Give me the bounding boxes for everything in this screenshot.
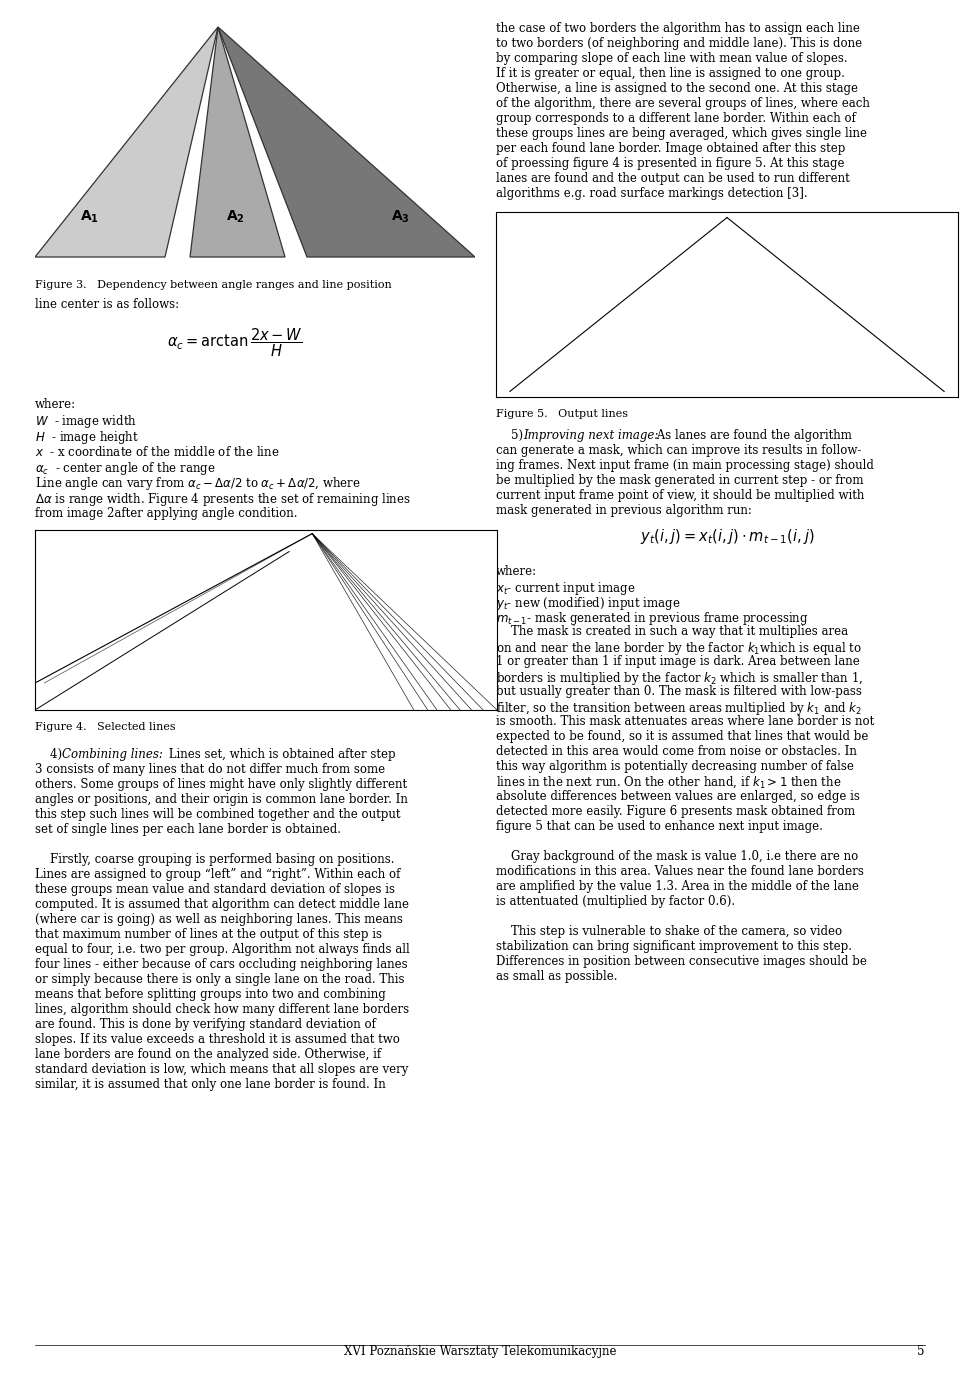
Text: $x_t$- current input image: $x_t$- current input image (496, 579, 636, 597)
Text: $\mathbf{A_1}$: $\mathbf{A_1}$ (81, 209, 100, 225)
Text: $y_t(i,j) = x_t(i,j) \cdot m_{t-1}(i,j)$: $y_t(i,j) = x_t(i,j) \cdot m_{t-1}(i,j)$ (639, 527, 814, 546)
Text: is attentuated (multiplied by factor 0.6).: is attentuated (multiplied by factor 0.6… (496, 895, 735, 909)
Polygon shape (218, 28, 475, 257)
Text: but usually greater than 0. The mask is filtered with low-pass: but usually greater than 0. The mask is … (496, 685, 862, 698)
Text: current input frame point of view, it should be multiplied with: current input frame point of view, it sh… (496, 490, 864, 502)
Text: where:: where: (496, 566, 538, 578)
Text: means that before splitting groups into two and combining: means that before splitting groups into … (35, 987, 386, 1001)
Text: (where car is going) as well as neighboring lanes. This means: (where car is going) as well as neighbor… (35, 913, 403, 927)
Text: on and near the lane border by the factor $k_1$which is equal to: on and near the lane border by the facto… (496, 640, 862, 657)
Text: from image 2after applying angle condition.: from image 2after applying angle conditi… (35, 506, 298, 520)
Text: detected more easily. Figure 6 presents mask obtained from: detected more easily. Figure 6 presents … (496, 805, 855, 817)
Text: $\alpha_c = \arctan\dfrac{2x - W}{H}$: $\alpha_c = \arctan\dfrac{2x - W}{H}$ (167, 326, 303, 358)
Text: $y_t$- new (modified) input image: $y_t$- new (modified) input image (496, 595, 681, 613)
Text: Firstly, coarse grouping is performed basing on positions.: Firstly, coarse grouping is performed ba… (35, 853, 395, 866)
Text: set of single lines per each lane border is obtained.: set of single lines per each lane border… (35, 823, 341, 835)
Text: can generate a mask, which can improve its results in follow-: can generate a mask, which can improve i… (496, 444, 861, 456)
Text: lines in the next run. On the other hand, if $k_1 > 1$ then the: lines in the next run. On the other hand… (496, 774, 842, 791)
Text: lanes are found and the output can be used to run different: lanes are found and the output can be us… (496, 171, 850, 185)
Text: modifications in this area. Values near the found lane borders: modifications in this area. Values near … (496, 864, 864, 878)
Text: $\Delta\alpha$ is range width. Figure 4 presents the set of remaining lines: $\Delta\alpha$ is range width. Figure 4 … (35, 491, 411, 508)
Text: algorithms e.g. road surface markings detection [3].: algorithms e.g. road surface markings de… (496, 187, 807, 201)
Text: absolute differences between values are enlarged, so edge is: absolute differences between values are … (496, 790, 860, 804)
Text: of the algorithm, there are several groups of lines, where each: of the algorithm, there are several grou… (496, 97, 870, 111)
Polygon shape (35, 28, 218, 257)
Text: $\mathbf{A_2}$: $\mathbf{A_2}$ (226, 209, 245, 225)
Text: Improving next image:: Improving next image: (523, 429, 659, 443)
Text: slopes. If its value exceeds a threshold it is assumed that two: slopes. If its value exceeds a threshold… (35, 1033, 400, 1046)
Text: filter, so the transition between areas multiplied by $k_1$ and $k_2$: filter, so the transition between areas … (496, 700, 862, 716)
Text: the case of two borders the algorithm has to assign each line: the case of two borders the algorithm ha… (496, 22, 860, 35)
Text: borders is multiplied by the factor $k_2$ which is smaller than 1,: borders is multiplied by the factor $k_2… (496, 669, 863, 687)
Text: Combining lines:: Combining lines: (62, 748, 163, 761)
Text: similar, it is assumed that only one lane border is found. In: similar, it is assumed that only one lan… (35, 1077, 386, 1091)
Text: 4): 4) (35, 748, 66, 761)
Polygon shape (190, 28, 285, 257)
Text: expected to be found, so it is assumed that lines that would be: expected to be found, so it is assumed t… (496, 730, 869, 743)
Text: detected in this area would come from noise or obstacles. In: detected in this area would come from no… (496, 745, 857, 758)
Text: computed. It is assumed that algorithm can detect middle lane: computed. It is assumed that algorithm c… (35, 898, 409, 911)
Text: figure 5 that can be used to enhance next input image.: figure 5 that can be used to enhance nex… (496, 820, 823, 833)
Text: Figure 4.   Selected lines: Figure 4. Selected lines (35, 722, 176, 732)
Text: mask generated in previous algorithm run:: mask generated in previous algorithm run… (496, 503, 752, 517)
Text: line center is as follows:: line center is as follows: (35, 297, 180, 311)
Text: ing frames. Next input frame (in main processing stage) should: ing frames. Next input frame (in main pr… (496, 459, 874, 472)
Text: Line angle can vary from $\alpha_c - \Delta\alpha/2$ to $\alpha_c + \Delta\alpha: Line angle can vary from $\alpha_c - \De… (35, 476, 361, 492)
Text: these groups mean value and standard deviation of slopes is: these groups mean value and standard dev… (35, 882, 395, 896)
Text: is smooth. This mask attenuates areas where lane border is not: is smooth. This mask attenuates areas wh… (496, 715, 875, 727)
Text: of proessing figure 4 is presented in figure 5. At this stage: of proessing figure 4 is presented in fi… (496, 158, 845, 170)
Text: Lines are assigned to group “left” and “right”. Within each of: Lines are assigned to group “left” and “… (35, 869, 400, 881)
Text: stabilization can bring significant improvement to this step.: stabilization can bring significant impr… (496, 940, 852, 953)
Text: by comparing slope of each line with mean value of slopes.: by comparing slope of each line with mea… (496, 53, 848, 65)
Text: $m_{t-1}$- mask generated in previous frame processing: $m_{t-1}$- mask generated in previous fr… (496, 610, 808, 626)
Text: are found. This is done by verifying standard deviation of: are found. This is done by verifying sta… (35, 1018, 376, 1030)
Text: If it is greater or equal, then line is assigned to one group.: If it is greater or equal, then line is … (496, 66, 845, 80)
Text: are amplified by the value 1.3. Area in the middle of the lane: are amplified by the value 1.3. Area in … (496, 880, 859, 893)
Text: 5): 5) (496, 429, 527, 443)
Text: others. Some groups of lines might have only slightly different: others. Some groups of lines might have … (35, 779, 407, 791)
Text: As lanes are found the algorithm: As lanes are found the algorithm (653, 429, 852, 443)
Text: angles or positions, and their origin is common lane border. In: angles or positions, and their origin is… (35, 792, 408, 806)
Text: $\alpha_c$  - center angle of the range: $\alpha_c$ - center angle of the range (35, 461, 216, 477)
Text: be multiplied by the mask generated in current step - or from: be multiplied by the mask generated in c… (496, 474, 863, 487)
Text: four lines - either because of cars occluding neighboring lanes: four lines - either because of cars occl… (35, 958, 408, 971)
Text: Figure 3.   Dependency between angle ranges and line position: Figure 3. Dependency between angle range… (35, 279, 392, 290)
Text: $H$  - image height: $H$ - image height (35, 429, 139, 445)
Text: 3 consists of many lines that do not differ much from some: 3 consists of many lines that do not dif… (35, 763, 385, 776)
Text: XVI Poznańskie Warsztaty Telekomunikacyjne: XVI Poznańskie Warsztaty Telekomunikacyj… (344, 1346, 616, 1358)
Text: The mask is created in such a way that it multiplies area: The mask is created in such a way that i… (496, 625, 848, 638)
Text: to two borders (of neighboring and middle lane). This is done: to two borders (of neighboring and middl… (496, 37, 862, 50)
Text: these groups lines are being averaged, which gives single line: these groups lines are being averaged, w… (496, 127, 867, 140)
Text: this step such lines will be combined together and the output: this step such lines will be combined to… (35, 808, 400, 822)
Text: $\mathbf{A_3}$: $\mathbf{A_3}$ (391, 209, 409, 225)
Text: Otherwise, a line is assigned to the second one. At this stage: Otherwise, a line is assigned to the sec… (496, 82, 858, 95)
Text: this way algorithm is potentially decreasing number of false: this way algorithm is potentially decrea… (496, 761, 853, 773)
Text: 5: 5 (918, 1346, 925, 1358)
Text: that maximum number of lines at the output of this step is: that maximum number of lines at the outp… (35, 928, 382, 940)
Text: $W$  - image width: $W$ - image width (35, 414, 137, 430)
Text: Gray background of the mask is value 1.0, i.e there are no: Gray background of the mask is value 1.0… (496, 851, 858, 863)
Text: or simply because there is only a single lane on the road. This: or simply because there is only a single… (35, 974, 404, 986)
Text: Figure 5.   Output lines: Figure 5. Output lines (496, 409, 628, 419)
Text: group corresponds to a different lane border. Within each of: group corresponds to a different lane bo… (496, 112, 856, 124)
Text: where:: where: (35, 398, 76, 411)
Text: Differences in position between consecutive images should be: Differences in position between consecut… (496, 956, 867, 968)
Text: Lines set, which is obtained after step: Lines set, which is obtained after step (165, 748, 396, 761)
Text: lines, algorithm should check how many different lane borders: lines, algorithm should check how many d… (35, 1003, 409, 1017)
Text: 1 or greater than 1 if input image is dark. Area between lane: 1 or greater than 1 if input image is da… (496, 656, 860, 668)
Text: standard deviation is low, which means that all slopes are very: standard deviation is low, which means t… (35, 1064, 408, 1076)
Text: as small as possible.: as small as possible. (496, 969, 617, 983)
Text: This step is vulnerable to shake of the camera, so video: This step is vulnerable to shake of the … (496, 925, 842, 938)
Text: per each found lane border. Image obtained after this step: per each found lane border. Image obtain… (496, 142, 846, 155)
Text: $x$  - x coordinate of the middle of the line: $x$ - x coordinate of the middle of the … (35, 444, 279, 459)
Text: equal to four, i.e. two per group. Algorithm not always finds all: equal to four, i.e. two per group. Algor… (35, 943, 410, 956)
Text: lane borders are found on the analyzed side. Otherwise, if: lane borders are found on the analyzed s… (35, 1048, 381, 1061)
